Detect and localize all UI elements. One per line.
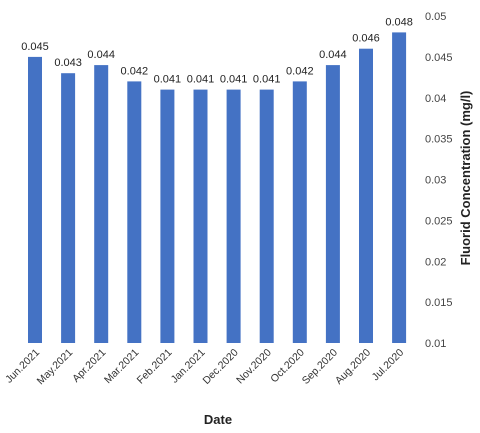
y-axis: 0.01 0.015 0.02 0.025 0.03 0.035 0.04 0.045 0.05: [425, 11, 453, 350]
data-label: 0.046: [352, 33, 380, 45]
y-axis-title: Fluorid Concentration (mg/l): [458, 91, 473, 266]
data-label: 0.041: [220, 74, 248, 86]
y-tick-label: 0.025: [425, 215, 453, 227]
data-label: 0.044: [87, 49, 115, 61]
y-tick-label: 0.015: [425, 297, 453, 309]
data-labels-group: 0.045 0.043 0.044 0.042 0.041 0.041 0.041 0.041…: [21, 16, 413, 85]
y-tick-label: 0.04: [425, 93, 446, 105]
x-tick-label: May.2021: [35, 347, 76, 388]
y-tick-label: 0.03: [425, 175, 446, 187]
data-label: 0.041: [253, 74, 281, 86]
bar-feb-2021: [160, 89, 175, 343]
bar-apr-2021: [94, 65, 109, 343]
bar-mar-2021: [127, 81, 142, 344]
bar-oct-2020: [292, 81, 307, 344]
bar-nov-2020: [259, 89, 274, 343]
y-tick-label: 0.035: [425, 134, 453, 146]
y-tick-label: 0.045: [425, 52, 453, 64]
data-label: 0.042: [121, 65, 149, 77]
bar-sep-2020: [325, 65, 340, 343]
y-tick-label: 0.01: [425, 338, 446, 350]
bar-jun-2021: [28, 56, 42, 344]
x-tick-label: Feb.2021: [135, 347, 175, 387]
x-tick-label: Nov.2020: [234, 347, 274, 387]
x-axis-title: Date: [204, 412, 232, 427]
bars-group: [28, 32, 407, 344]
data-label: 0.042: [286, 65, 314, 77]
data-label: 0.043: [54, 57, 82, 69]
x-tick-label: Jul.2020: [370, 347, 407, 384]
x-tick-label: Aug.2020: [333, 347, 373, 387]
data-label: 0.048: [385, 16, 413, 28]
data-label: 0.044: [319, 49, 347, 61]
bar-jul-2020: [392, 32, 407, 344]
x-tick-label: Dec.2020: [200, 347, 240, 387]
bar-dec-2020: [226, 89, 241, 343]
bar-aug-2020: [359, 48, 373, 343]
y-tick-label: 0.05: [425, 11, 446, 23]
data-label: 0.041: [154, 74, 182, 86]
data-label: 0.041: [187, 74, 215, 86]
data-label: 0.045: [21, 41, 49, 53]
x-axis: Jun.2021May.2021Apr.2021Mar.2021Feb.2021…: [3, 347, 406, 388]
bar-may-2021: [61, 73, 76, 343]
y-tick-label: 0.02: [425, 256, 446, 268]
bar-jan-2021: [193, 89, 208, 343]
